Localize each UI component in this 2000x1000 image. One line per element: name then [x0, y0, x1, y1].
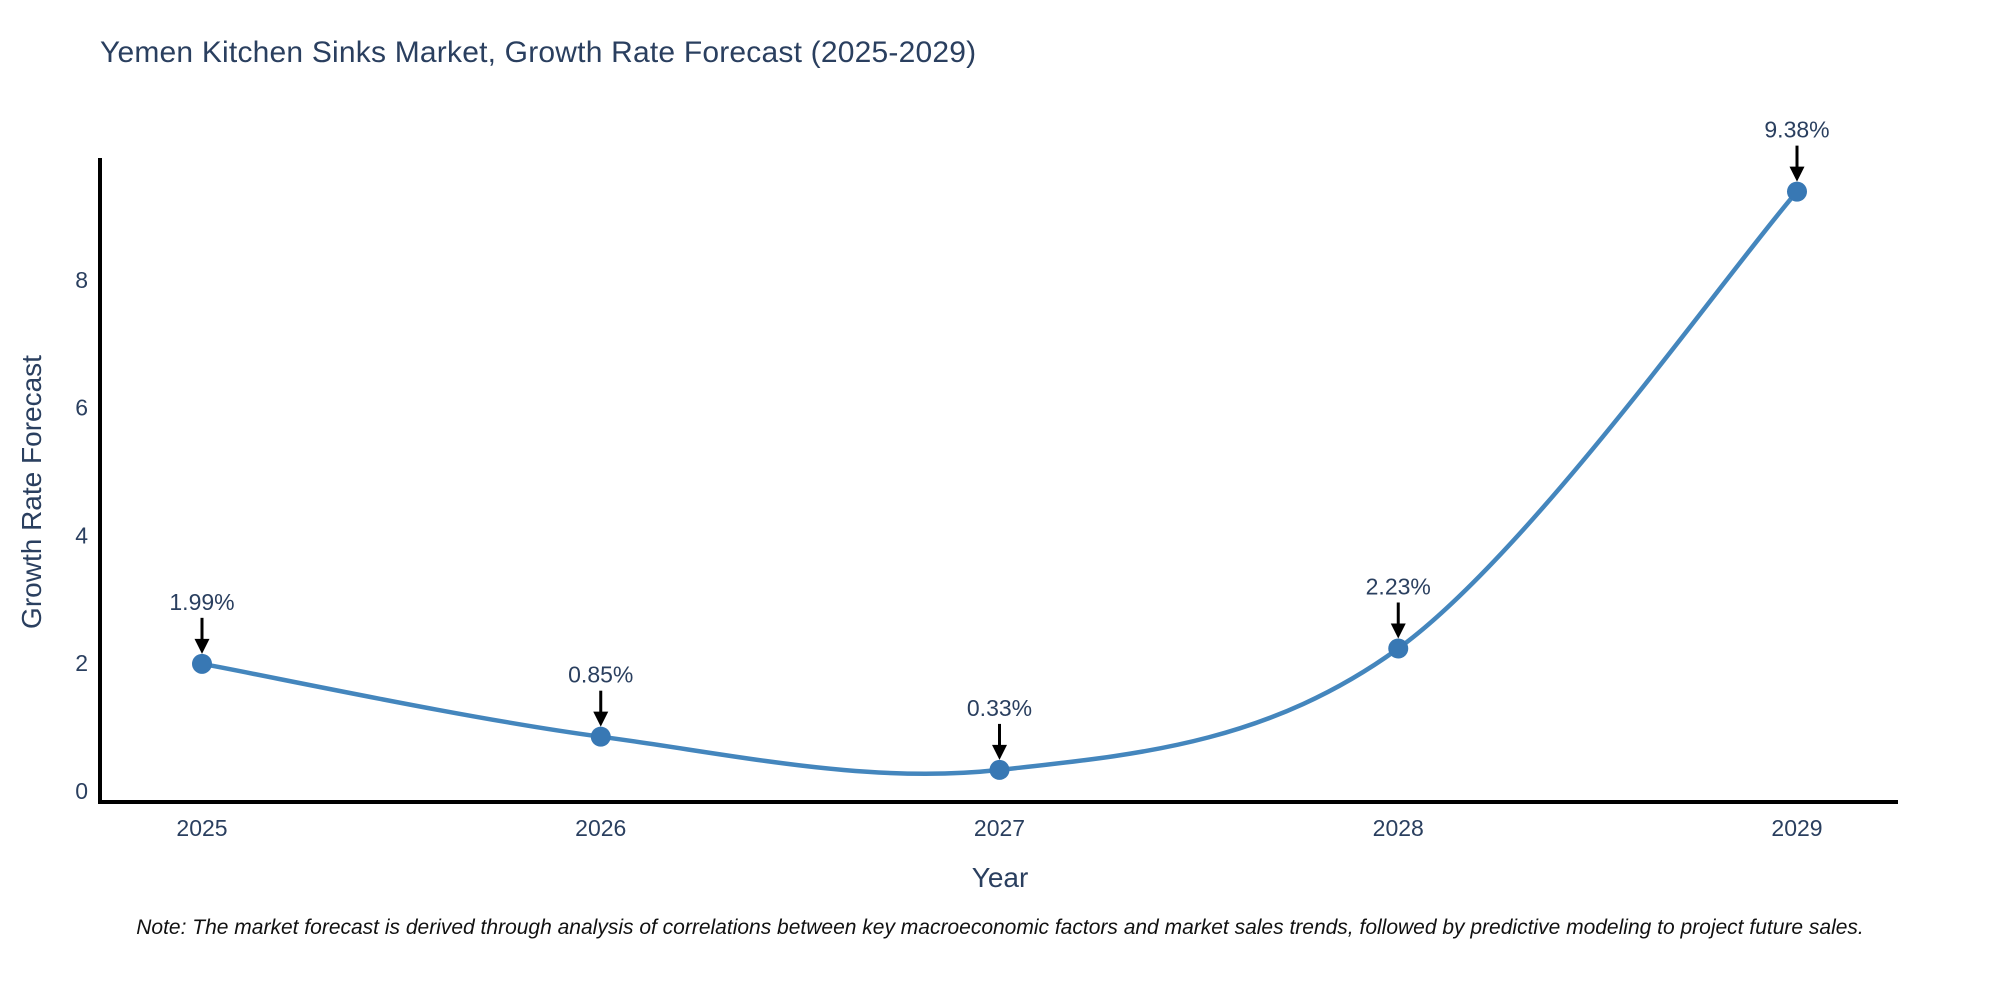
x-tick-label: 2029	[1771, 815, 1822, 841]
annotation-arrowhead-icon	[194, 638, 210, 654]
y-tick-label: 8	[75, 267, 88, 293]
point-value-label: 0.33%	[967, 695, 1032, 721]
x-tick-label: 2028	[1373, 815, 1424, 841]
footnote: Note: The market forecast is derived thr…	[136, 916, 1864, 939]
annotation-arrowhead-icon	[1390, 623, 1406, 639]
y-tick-label: 0	[75, 778, 88, 804]
point-value-label: 1.99%	[169, 589, 234, 615]
data-point-2028[interactable]	[1388, 638, 1409, 659]
chart-title: Yemen Kitchen Sinks Market, Growth Rate …	[100, 36, 977, 69]
y-tick-label: 6	[75, 395, 88, 421]
data-point-2026[interactable]	[590, 726, 611, 747]
data-point-2029[interactable]	[1787, 181, 1807, 202]
data-point-2027[interactable]	[989, 759, 1010, 780]
annotation-arrowhead-icon	[992, 744, 1007, 760]
x-tick-label: 2027	[974, 815, 1025, 841]
x-tick-label: 2026	[575, 815, 626, 841]
annotation-arrowhead-icon	[1789, 166, 1805, 182]
forecast-line	[199, 189, 1800, 777]
point-value-label: 0.85%	[568, 662, 633, 688]
data-point-2025[interactable]	[192, 653, 212, 674]
y-tick-label: 4	[75, 522, 88, 548]
point-value-label: 9.38%	[1764, 117, 1829, 143]
x-axis-title: Year	[971, 862, 1029, 893]
y-tick-label: 2	[75, 650, 88, 676]
point-value-label: 2.23%	[1366, 574, 1431, 600]
x-tick-label: 2025	[176, 815, 227, 841]
annotation-arrowhead-icon	[593, 711, 609, 727]
